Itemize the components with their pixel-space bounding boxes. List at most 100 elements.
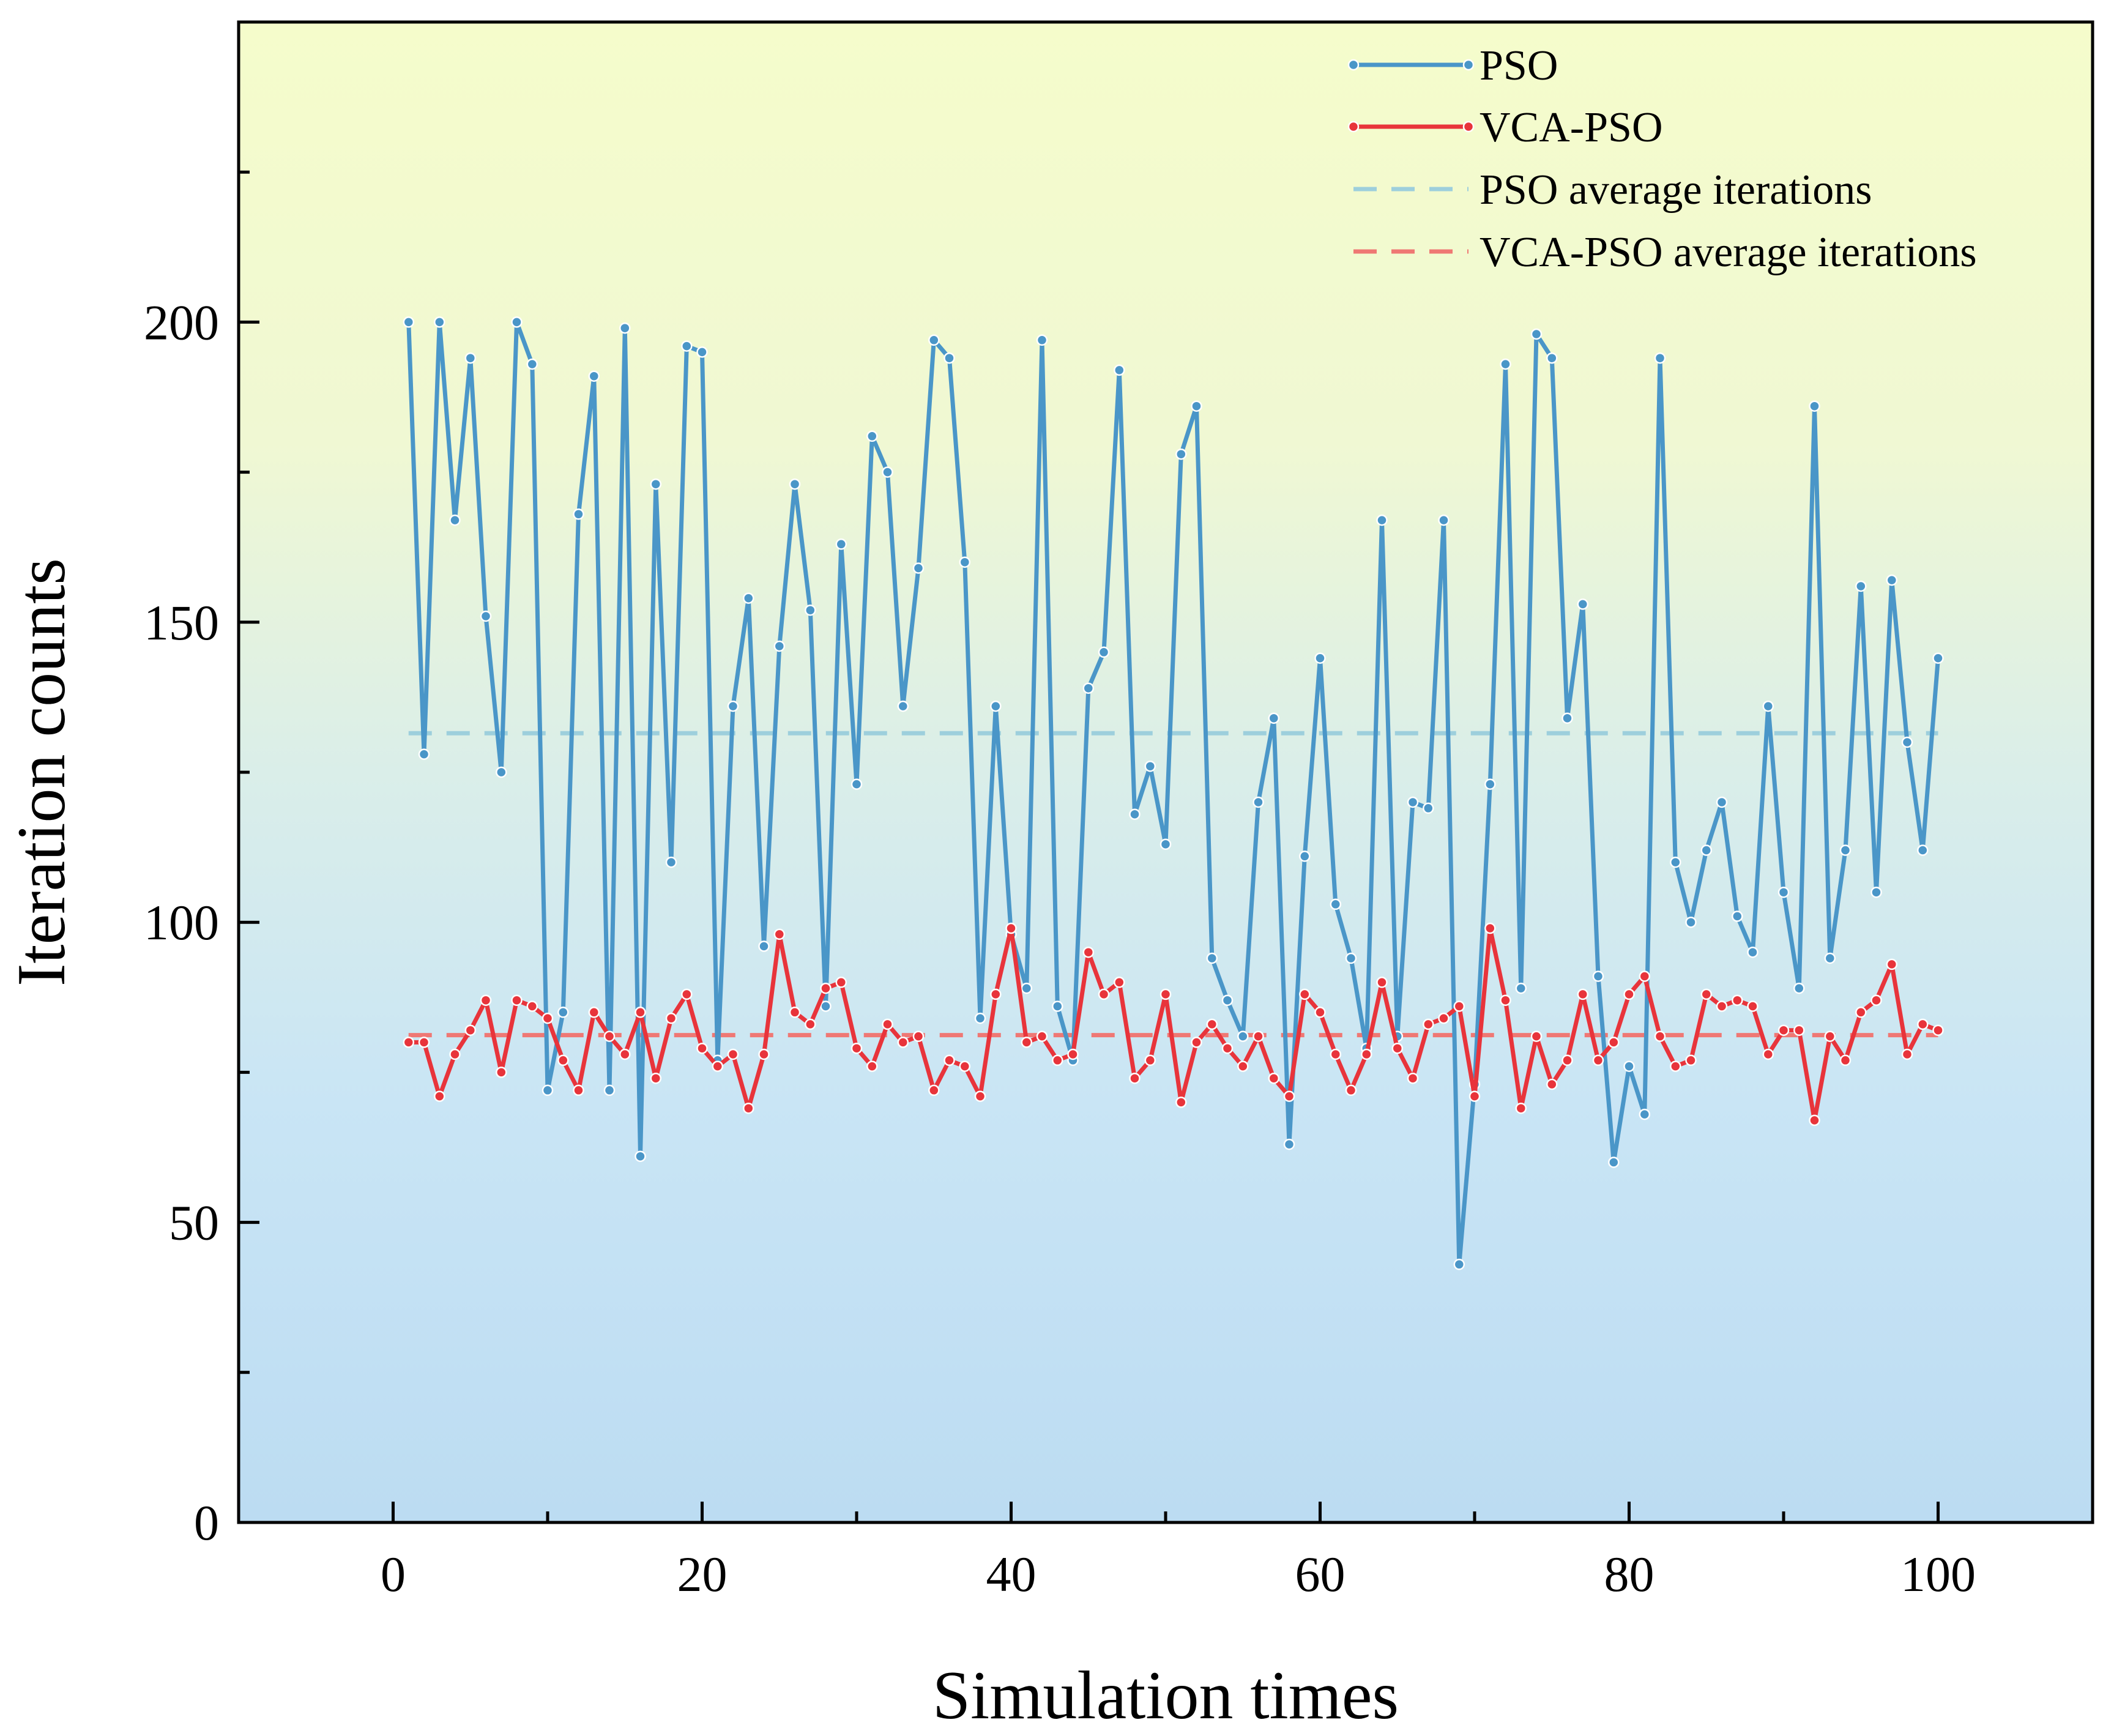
pso-point <box>1870 886 1882 898</box>
pso-point <box>1608 1157 1620 1168</box>
pso-point <box>1932 652 1944 664</box>
pso-point <box>959 556 971 568</box>
vca-pso-point <box>635 1007 646 1018</box>
pso-point <box>758 941 770 952</box>
vca-pso-point <box>1839 1054 1852 1067</box>
vca-pso-point <box>1484 922 1496 934</box>
vca-pso-point <box>1067 1048 1079 1060</box>
legend-vca-pso-label: VCA-PSO <box>1480 104 1663 151</box>
pso-point <box>1685 916 1697 928</box>
legend-pso-marker <box>1462 59 1475 71</box>
pso-point <box>1762 700 1774 712</box>
pso-point <box>1330 898 1342 911</box>
vca-pso-point <box>1654 1030 1666 1042</box>
pso-point <box>1839 844 1852 856</box>
pso-point <box>928 334 940 346</box>
pso-point <box>1175 448 1187 460</box>
vca-pso-point <box>403 1037 415 1048</box>
vca-pso-point <box>974 1090 986 1102</box>
vca-pso-point <box>1623 988 1635 1000</box>
pso-point <box>635 1150 646 1162</box>
pso-point <box>1592 970 1604 982</box>
pso-point <box>974 1012 986 1024</box>
pso-point <box>403 316 415 328</box>
pso-point <box>1917 844 1929 856</box>
pso-point <box>835 538 847 550</box>
vca-pso-point <box>511 994 523 1006</box>
vca-pso-point <box>851 1042 863 1054</box>
vca-pso-point <box>1114 977 1125 988</box>
pso-point <box>1777 886 1790 898</box>
vca-pso-point <box>1098 988 1110 1000</box>
pso-point <box>866 430 878 442</box>
legend-pso-label: PSO <box>1480 42 1558 89</box>
legend-pso-average-iterations-label: PSO average iterations <box>1480 166 1872 214</box>
pso-point <box>789 478 801 490</box>
pso-point <box>1484 778 1496 790</box>
pso-point <box>480 610 492 622</box>
pso-point <box>1345 952 1357 964</box>
pso-point <box>1530 328 1543 340</box>
x-tick-label: 40 <box>986 1546 1037 1602</box>
pso-point <box>820 1000 832 1012</box>
pso-point <box>1252 796 1264 808</box>
pso-point <box>511 316 523 328</box>
vca-pso-point <box>805 1018 816 1030</box>
pso-point <box>449 514 461 526</box>
vca-pso-point <box>1423 1018 1434 1030</box>
pso-point <box>1886 574 1898 586</box>
vca-pso-point <box>1777 1024 1790 1036</box>
vca-pso-point <box>1608 1037 1620 1048</box>
pso-point <box>681 340 693 352</box>
vca-pso-point <box>573 1084 584 1097</box>
vca-pso-point <box>480 994 492 1006</box>
pso-point <box>1654 352 1666 364</box>
vca-pso-point <box>1299 988 1311 1000</box>
pso-point <box>1438 514 1450 526</box>
vca-pso-point <box>650 1072 662 1084</box>
vca-pso-point <box>496 1067 507 1078</box>
pso-point <box>990 700 1002 712</box>
pso-point <box>1407 796 1419 808</box>
pso-point <box>1191 400 1202 412</box>
data-series <box>403 316 1944 1270</box>
vca-pso-point <box>1361 1048 1372 1060</box>
vca-pso-point <box>1592 1054 1604 1067</box>
vca-pso-point <box>1515 1102 1527 1114</box>
axes: 0 20 40 60 80 100 0 50 100 150 200 <box>144 170 1976 1602</box>
pso-point <box>1283 1138 1295 1150</box>
vca-pso-point <box>1221 1042 1234 1054</box>
pso-point <box>1082 682 1095 694</box>
pso-point <box>1098 646 1110 658</box>
vca-pso-point <box>588 1007 600 1018</box>
vca-pso-point <box>944 1054 955 1067</box>
vca-pso-point <box>1901 1048 1913 1060</box>
vca-pso-point <box>1793 1024 1805 1036</box>
pso-line <box>406 319 1940 1267</box>
pso-point <box>1314 652 1326 664</box>
pso-point <box>1453 1259 1465 1270</box>
vca-pso-point <box>758 1048 770 1060</box>
pso-point <box>1700 844 1713 856</box>
vca-pso-point <box>743 1102 754 1114</box>
vca-pso-point <box>882 1018 893 1030</box>
x-tick-label: 80 <box>1604 1546 1654 1602</box>
pso-point <box>696 346 708 358</box>
vca-pso-point <box>1685 1054 1697 1067</box>
vca-pso-point <box>1237 1060 1249 1072</box>
vca-pso-point <box>820 982 832 994</box>
pso-point <box>619 322 631 334</box>
pso-point <box>1500 358 1511 370</box>
pso-point <box>1901 736 1913 748</box>
vca-pso-point <box>912 1030 925 1042</box>
vca-pso-point <box>434 1090 445 1102</box>
y-tick-label: 150 <box>144 595 219 650</box>
pso-point <box>1824 952 1836 964</box>
x-tick-label: 0 <box>381 1546 406 1602</box>
vca-pso-point <box>1932 1024 1944 1036</box>
pso-point <box>542 1084 554 1097</box>
legend: PSO VCA-PSO PSO average iterations VCA-PSO … <box>1347 42 1977 276</box>
vca-pso-series <box>403 922 1944 1127</box>
